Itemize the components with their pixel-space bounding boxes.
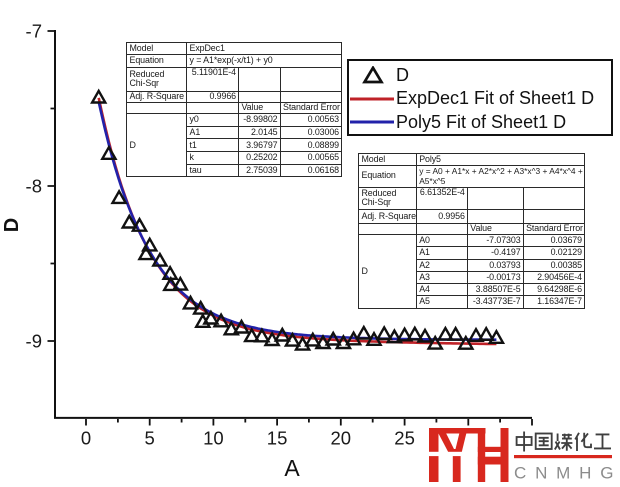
svg-text:-8: -8 xyxy=(26,176,42,197)
svg-text:-9: -9 xyxy=(26,331,42,352)
svg-text:15: 15 xyxy=(267,427,288,448)
svg-text:5: 5 xyxy=(145,427,155,448)
svg-text:CNMHG: CNMHG xyxy=(514,464,613,483)
svg-text:25: 25 xyxy=(394,427,415,448)
svg-text:0: 0 xyxy=(81,427,91,448)
svg-text:D: D xyxy=(1,218,23,232)
svg-text:10: 10 xyxy=(203,427,224,448)
svg-text:A: A xyxy=(284,455,300,481)
svg-text:20: 20 xyxy=(331,427,352,448)
svg-text:-7: -7 xyxy=(26,21,42,42)
